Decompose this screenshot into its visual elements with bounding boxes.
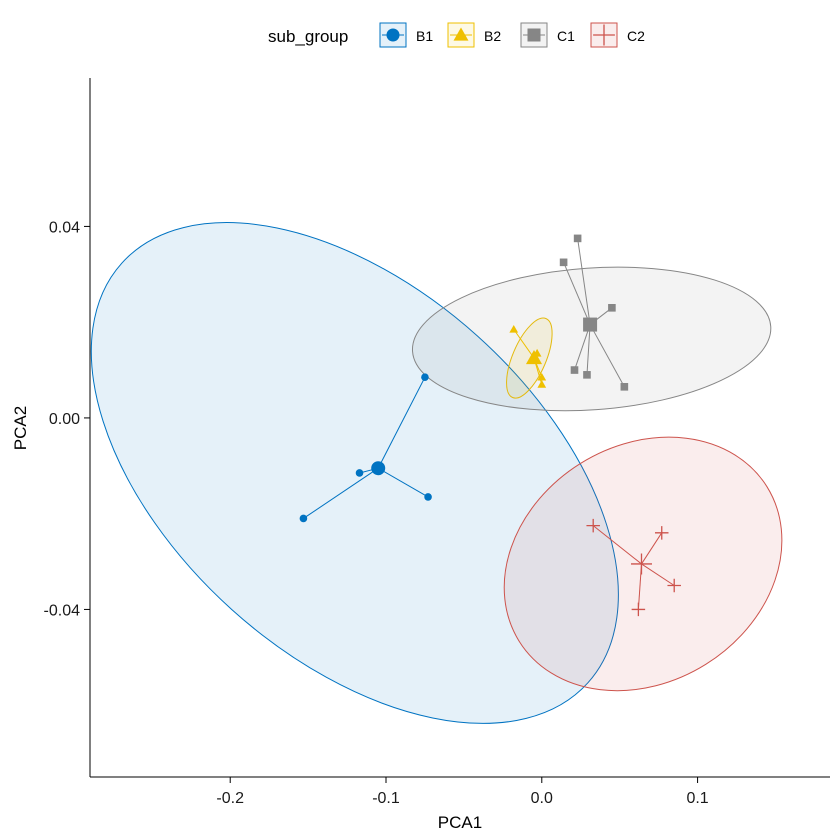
centroid-b1 [371,461,386,476]
point-c1 [608,304,616,312]
spoke-b1 [377,377,426,469]
point-c2 [631,602,646,617]
y-tick-label: 0.00 [49,411,80,428]
y-axis-title: PCA2 [11,406,30,450]
centroid-c1 [583,317,598,332]
spoke-c1 [563,262,591,325]
centroid-b2 [525,350,543,365]
point-c2 [667,578,681,593]
point-b2 [509,324,519,333]
legend-label-c2: C2 [627,28,645,44]
point-b1 [424,493,432,501]
legend-label-b1: B1 [416,28,433,44]
point-b1 [421,373,429,382]
spoke-b1 [303,467,379,519]
ellipse-c1 [411,266,772,412]
ellipse-b2 [506,317,553,399]
spoke-c1 [586,324,591,375]
point-c1 [583,371,591,379]
legend-title: sub_group [268,27,348,46]
legend-item-c1: C1 [520,22,575,48]
spoke-b2 [513,329,535,359]
point-b2 [537,372,547,381]
centroid-c2 [630,553,652,575]
spoke-c1 [574,324,591,371]
point-c2 [654,526,669,540]
spoke-c2 [592,525,642,565]
legend-marker-c2 [593,24,615,46]
point-b2 [537,380,547,388]
y-ticks: -0.04 0.00 0.04 [44,219,90,619]
spoke-c2 [641,563,675,586]
spoke-c1 [589,324,625,388]
spoke-c1 [577,238,591,325]
x-tick-label: -0.1 [372,790,400,807]
legend-label-b2: B2 [484,28,501,44]
legend: sub_group B1 B2 C1 C2 [268,22,645,48]
point-c1 [573,234,582,243]
point-layer [299,234,681,617]
point-c1 [620,383,629,391]
point-c1 [570,366,579,374]
axes: -0.2 -0.1 0.0 0.1 -0.04 0.00 0.04 PCA1 PCA2 [11,78,830,832]
spoke-b1 [377,467,429,498]
point-c1 [559,258,568,267]
legend-marker-b1 [386,28,400,42]
legend-marker-b2 [453,27,469,41]
x-tick-label: 0.1 [686,790,708,807]
x-axis-title: PCA1 [438,813,482,832]
ellipse-b1 [90,222,619,724]
legend-label-c1: C1 [557,28,575,44]
x-tick-label: 0.0 [531,790,553,807]
legend-item-b1: B1 [379,22,433,48]
point-b1 [299,514,308,523]
y-tick-label: -0.04 [44,602,81,619]
x-tick-label: -0.2 [216,790,244,807]
x-ticks: -0.2 -0.1 0.0 0.1 [216,777,709,807]
point-b1 [355,469,364,477]
legend-marker-c1 [527,28,541,42]
point-c2 [586,518,600,533]
legend-item-b2: B2 [447,22,501,48]
legend-item-c2: C2 [590,22,645,48]
ellipse-layer [90,222,783,724]
spoke-c2 [641,532,663,565]
y-tick-label: 0.04 [49,219,80,236]
